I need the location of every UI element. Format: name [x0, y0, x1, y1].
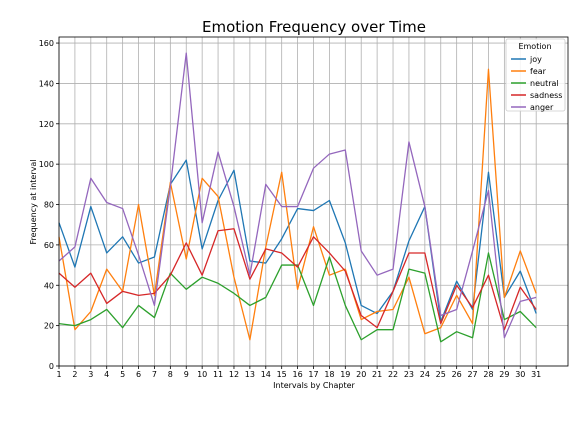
x-tick-label: 12 — [229, 370, 239, 379]
x-tick-label: 17 — [308, 370, 318, 379]
x-tick-label: 14 — [261, 370, 271, 379]
y-axis-label: Frequency at interval — [29, 160, 38, 245]
x-tick-label: 24 — [420, 370, 430, 379]
x-axis-label: Intervals by Chapter — [273, 381, 355, 390]
y-tick-label: 120 — [39, 120, 54, 129]
x-tick-label: 2 — [72, 370, 77, 379]
series-line-fear — [58, 68, 537, 341]
x-tick-label: 22 — [388, 370, 398, 379]
x-tick-label: 15 — [277, 370, 287, 379]
legend-label-sadness: sadness — [530, 91, 562, 100]
series-line-sadness — [58, 228, 537, 331]
x-tick-label: 31 — [531, 370, 541, 379]
x-tick-label: 4 — [104, 370, 109, 379]
x-tick-label: 6 — [136, 370, 141, 379]
x-tick-label: 8 — [168, 370, 173, 379]
x-tick-label: 18 — [324, 370, 334, 379]
series-line-anger — [58, 52, 537, 339]
x-tick-label: 27 — [467, 370, 477, 379]
x-tick-label: 19 — [340, 370, 350, 379]
x-tick-label: 21 — [372, 370, 382, 379]
x-tick-label: 10 — [197, 370, 207, 379]
x-tick-label: 28 — [483, 370, 493, 379]
legend-label-anger: anger — [530, 103, 554, 112]
y-tick-label: 60 — [44, 241, 54, 250]
legend-box — [505, 38, 566, 112]
x-tick-label: 25 — [436, 370, 446, 379]
y-tick-label: 160 — [39, 39, 54, 48]
x-tick-label: 9 — [184, 370, 189, 379]
x-tick-label: 11 — [213, 370, 223, 379]
legend-label-neutral: neutral — [530, 79, 559, 88]
x-tick-label: 26 — [452, 370, 462, 379]
x-tick-label: 3 — [88, 370, 93, 379]
legend-label-fear: fear — [530, 67, 547, 76]
x-tick-label: 20 — [356, 370, 366, 379]
series-line-neutral — [58, 252, 537, 343]
plot-area: 1 2 3 4 5 6 7 8 9 10 11 12 13 14 15 16 17 18 19 20 21 22 23 24 2… — [39, 36, 569, 379]
series-line-joy — [58, 159, 537, 323]
x-tick-label: 30 — [515, 370, 525, 379]
y-tick-label: 140 — [39, 79, 54, 88]
x-tick-label: 16 — [293, 370, 303, 379]
x-tick-label: 7 — [152, 370, 157, 379]
y-tick-label: 40 — [44, 281, 54, 290]
legend: Emotion joy fear neutral sadness anger — [505, 38, 566, 112]
y-tick-label: 100 — [39, 160, 54, 169]
y-tick-label: 80 — [44, 201, 54, 210]
x-tick-label: 13 — [245, 370, 255, 379]
y-tick-label: 0 — [49, 362, 54, 371]
x-tick-label: 29 — [499, 370, 509, 379]
x-tick-label: 23 — [404, 370, 414, 379]
chart-title: Emotion Frequency over Time — [202, 18, 426, 36]
x-tick-label: 5 — [120, 370, 125, 379]
x-tick-label: 1 — [56, 370, 61, 379]
legend-title: Emotion — [518, 42, 551, 51]
y-tick-label: 20 — [44, 322, 54, 331]
legend-label-joy: joy — [529, 55, 542, 64]
